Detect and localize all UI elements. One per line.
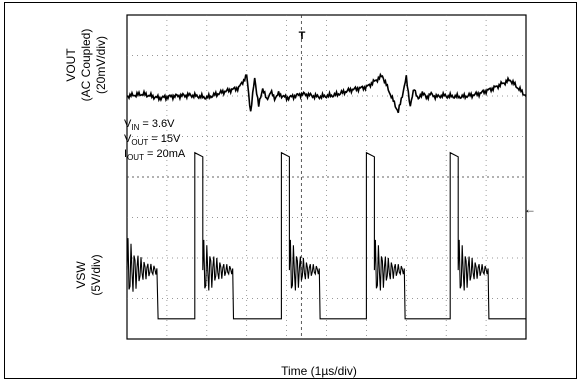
annotation-vout: VOUT = 15V: [124, 133, 181, 147]
vsw-trace: [126, 151, 526, 320]
plot-area: [126, 72, 527, 320]
vout-trace: [126, 72, 527, 114]
annotation-vout-rest: = 15V: [148, 133, 181, 145]
annotation-vin-main: V: [124, 118, 132, 130]
oscilloscope-chart: VOUT (AC Coupled) (20mV/div) VSW (5V/div…: [64, 14, 536, 378]
vsw-label-line1: VSW: [74, 261, 88, 289]
grid: [126, 14, 527, 340]
vout-label-line1: VOUT: [64, 48, 78, 82]
annotation-vin-rest: = 3.6V: [139, 118, 175, 130]
vout-label-line3: (20mV/div): [94, 36, 108, 94]
chart-frame: VOUT (AC Coupled) (20mV/div) VSW (5V/div…: [4, 2, 577, 379]
annotation-iout: IOUT = 20mA: [124, 148, 186, 162]
annotation-vin: VIN = 3.6V: [124, 118, 175, 132]
vout-label-line2: (AC Coupled): [79, 29, 93, 102]
annotation-iout-main: I: [124, 148, 127, 160]
annotation-iout-sub: OUT: [127, 153, 144, 162]
vsw-label-line2: (5V/div): [89, 254, 103, 295]
annotation-vout-sub: OUT: [131, 138, 148, 147]
trigger-marker: T: [299, 30, 306, 42]
annotation-vout-main: V: [124, 133, 132, 145]
x-axis-label: Time (1µs/div): [281, 364, 357, 378]
annotation-iout-rest: = 20mA: [144, 148, 186, 160]
level-arrow-icon: ←: [524, 202, 536, 216]
annotation-vin-sub: IN: [131, 123, 139, 132]
